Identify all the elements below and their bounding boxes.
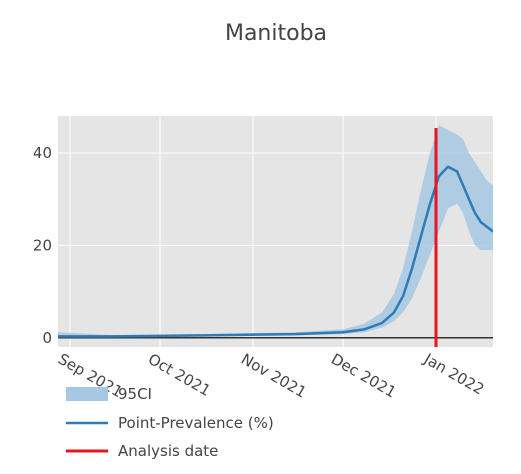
legend: 95CI Point-Prevalence (%) Analysis date xyxy=(66,385,274,460)
y-tick-label: 20 xyxy=(33,236,52,254)
legend-label: Point-Prevalence (%) xyxy=(118,414,274,432)
x-tick-label: Nov 2021 xyxy=(238,350,310,402)
prevalence-line xyxy=(58,165,493,338)
y-tick-label: 0 xyxy=(42,329,52,347)
series-layer xyxy=(58,125,493,347)
x-gridlines xyxy=(69,116,437,347)
x-tick-label: Oct 2021 xyxy=(145,350,214,400)
ci-band xyxy=(58,125,493,338)
y-tick-label: 40 xyxy=(33,144,52,162)
legend-swatch-95ci xyxy=(66,387,108,401)
y-axis-ticks: 0 20 40 xyxy=(33,144,52,347)
legend-label: 95CI xyxy=(118,385,152,403)
legend-label: Analysis date xyxy=(118,442,218,460)
x-tick-label: Dec 2021 xyxy=(328,350,399,402)
x-tick-label: Jan 2022 xyxy=(420,349,487,398)
chart-title: Manitoba xyxy=(225,21,327,46)
